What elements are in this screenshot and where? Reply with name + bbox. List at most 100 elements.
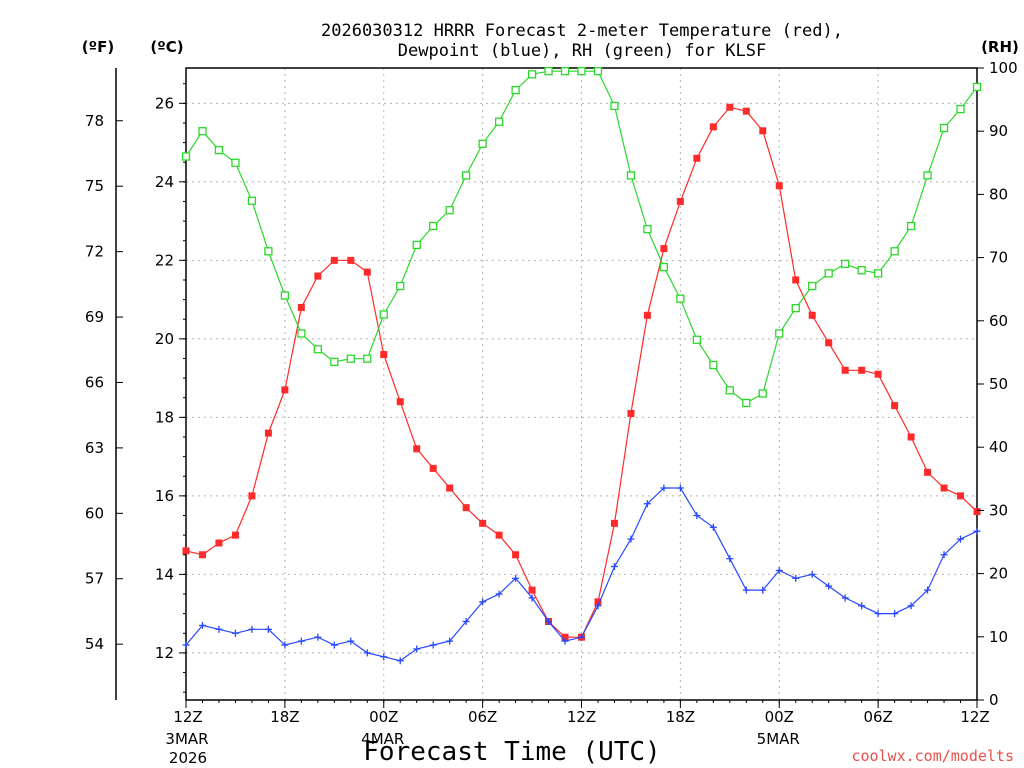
data-point <box>858 602 866 610</box>
data-point <box>742 398 751 408</box>
data-point <box>396 398 404 406</box>
data-point <box>610 519 618 527</box>
data-point <box>957 535 965 543</box>
data-point <box>347 256 355 264</box>
data-point <box>560 67 570 76</box>
data-point <box>330 357 339 367</box>
data-point <box>363 354 372 363</box>
fahrenheit-tick-label: 54 <box>85 635 104 653</box>
data-series <box>181 67 982 665</box>
data-point <box>462 504 470 512</box>
data-point <box>692 335 702 344</box>
rh-tick-label: 100 <box>989 59 1018 77</box>
x-date-label: 4MAR <box>361 730 404 748</box>
data-point <box>264 247 273 256</box>
data-point <box>578 633 585 641</box>
data-point <box>495 531 503 539</box>
data-point <box>973 508 981 516</box>
x-date-label: 5MAR <box>757 730 800 748</box>
fahrenheit-tick-label: 57 <box>85 570 104 588</box>
rh-tick-label: 10 <box>989 628 1008 646</box>
data-point <box>297 303 305 311</box>
data-point <box>281 641 289 649</box>
data-point <box>874 610 882 618</box>
celsius-tick-label: 20 <box>155 330 174 348</box>
data-point <box>231 158 240 167</box>
data-point <box>528 586 536 594</box>
data-point <box>512 551 520 559</box>
x-tick-label: 18Z <box>666 708 695 726</box>
data-point <box>182 641 190 649</box>
x-tick-label: 00Z <box>369 708 398 726</box>
data-point <box>924 468 932 476</box>
data-point <box>446 637 454 645</box>
data-point <box>906 221 916 231</box>
data-point <box>462 617 470 625</box>
data-point <box>314 272 322 280</box>
fahrenheit-tick-label: 78 <box>85 112 104 130</box>
chart-subtitle: Dewpoint (blue), RH (green) for KLSF <box>398 41 766 61</box>
data-point <box>742 586 750 594</box>
data-point <box>379 310 388 319</box>
data-point <box>759 586 767 594</box>
data-point <box>676 294 685 303</box>
data-point <box>808 570 816 578</box>
data-point <box>247 196 257 205</box>
data-point <box>659 262 669 272</box>
fahrenheit-tick-label: 69 <box>85 308 104 326</box>
data-point <box>610 563 618 571</box>
rh-tick-label: 80 <box>989 185 1008 203</box>
data-point <box>758 389 767 398</box>
data-point <box>198 127 207 136</box>
data-point <box>314 633 322 641</box>
x-tick-label: 06Z <box>863 708 892 726</box>
data-point <box>841 259 850 269</box>
data-point <box>479 598 487 606</box>
data-point <box>248 492 256 500</box>
data-point <box>264 429 272 437</box>
data-point <box>413 445 421 453</box>
fahrenheit-tick-label: 66 <box>85 373 104 391</box>
data-point <box>973 527 981 535</box>
x-tick-label: 06Z <box>468 708 497 726</box>
rh-tick-label: 90 <box>989 122 1008 140</box>
data-point <box>281 386 289 394</box>
data-point <box>907 433 915 441</box>
data-point <box>775 566 783 574</box>
data-point <box>231 629 239 637</box>
data-point <box>446 484 454 492</box>
data-point <box>561 637 569 645</box>
data-point <box>858 366 866 374</box>
data-point <box>643 225 652 234</box>
data-point <box>676 197 684 205</box>
data-point <box>511 85 520 95</box>
data-point <box>363 268 371 276</box>
series-dewpoint <box>182 484 981 665</box>
rh-unit-label: (RH) <box>981 38 1019 56</box>
data-point <box>841 366 849 374</box>
data-point <box>413 645 421 653</box>
x-axis-label: Forecast Time (UTC) <box>363 737 660 767</box>
x-tick-label: 12Z <box>960 708 989 726</box>
data-point <box>593 67 603 76</box>
data-point <box>676 484 684 492</box>
data-point <box>396 281 405 291</box>
data-point <box>693 154 701 162</box>
data-point <box>429 464 437 472</box>
data-point <box>890 247 899 256</box>
data-point <box>907 602 915 610</box>
data-point <box>479 519 487 527</box>
data-point <box>808 281 817 291</box>
data-point <box>512 574 520 582</box>
data-point <box>792 574 800 582</box>
data-point <box>709 123 717 131</box>
data-point <box>627 409 635 417</box>
series-rh <box>181 67 982 408</box>
data-point <box>957 492 965 500</box>
data-point <box>461 171 471 180</box>
data-point <box>380 351 388 359</box>
data-point <box>478 139 487 148</box>
data-point <box>577 67 586 76</box>
